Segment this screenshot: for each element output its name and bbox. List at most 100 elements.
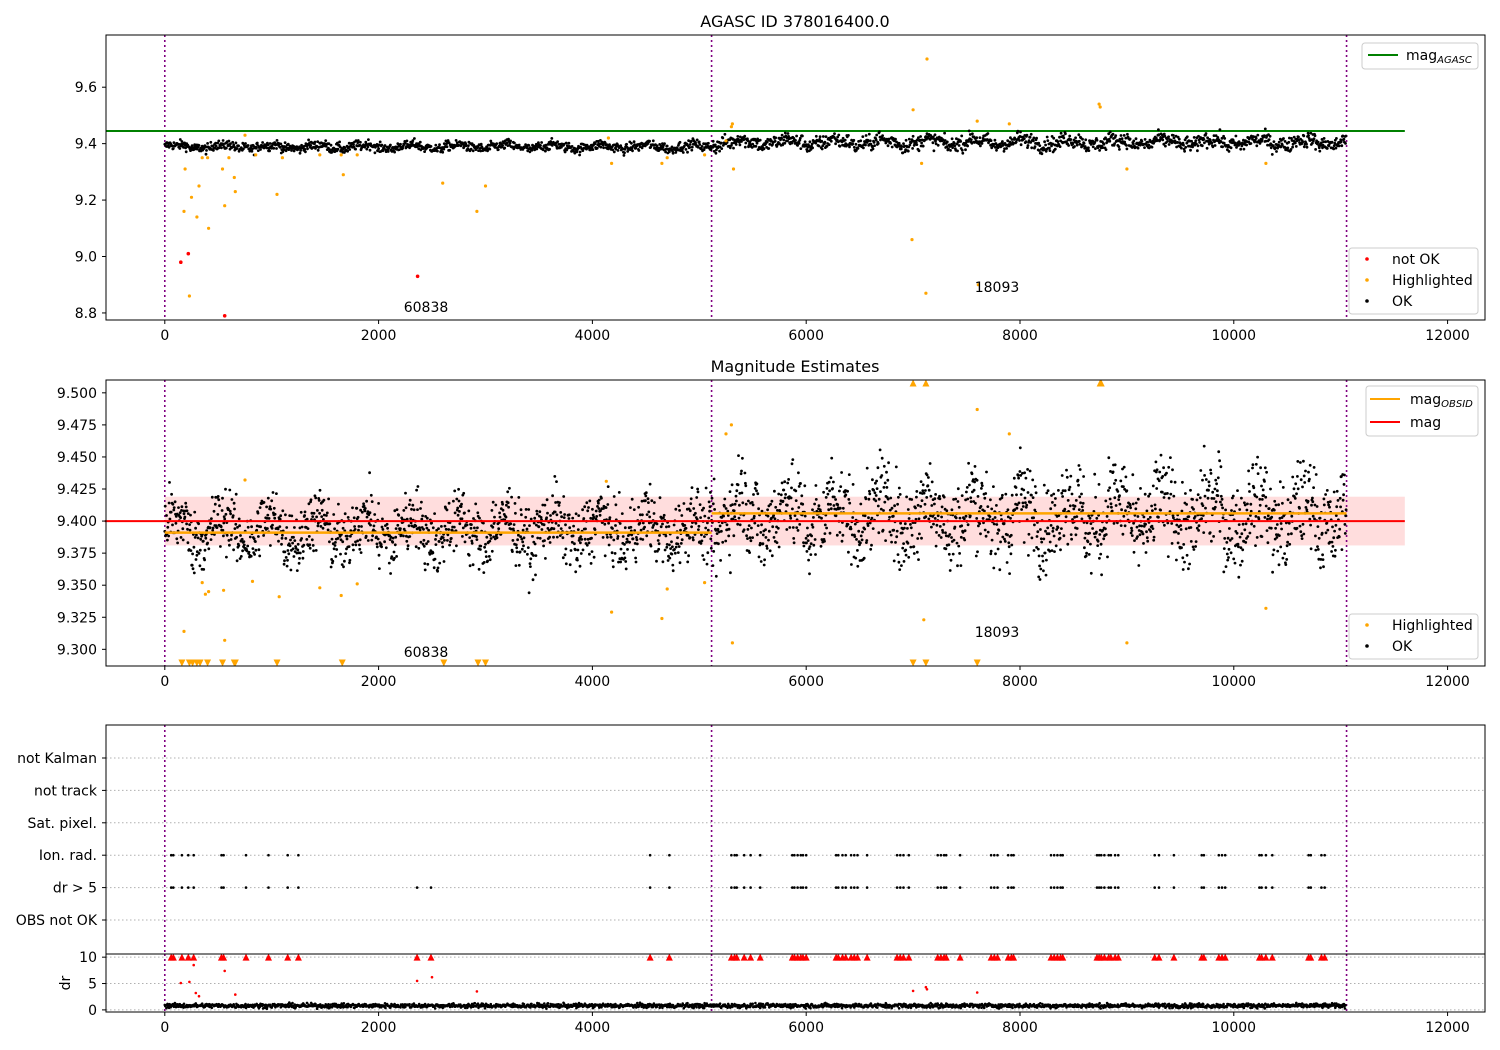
ok-point: [695, 138, 699, 142]
ok-point: [801, 502, 805, 506]
ok-point: [535, 147, 539, 151]
ok-point: [669, 547, 672, 550]
ok-point: [763, 558, 766, 562]
ok-point: [671, 563, 675, 567]
ok-point: [947, 552, 951, 556]
ok-point: [1068, 485, 1072, 489]
ok-point: [1191, 498, 1194, 501]
ok-point: [206, 142, 210, 145]
ok-point: [1048, 549, 1052, 553]
ok-point: [1272, 508, 1276, 512]
ok-point: [418, 140, 422, 144]
ok-point: [345, 537, 349, 541]
ok-point: [724, 507, 728, 510]
ok-point: [405, 539, 409, 543]
ok-point: [806, 534, 810, 538]
ok-point: [560, 515, 563, 519]
ok-point: [714, 574, 718, 578]
ok-point: [538, 510, 542, 514]
ok-point: [1080, 492, 1083, 496]
ok-point: [611, 565, 615, 569]
ok-point: [1184, 527, 1188, 531]
ok-point: [1147, 143, 1151, 147]
ok-point: [611, 148, 615, 152]
ok-point: [1082, 475, 1085, 478]
ok-point: [707, 141, 710, 145]
ok-point: [616, 537, 619, 540]
ok-point: [1051, 526, 1055, 530]
ok-point: [1042, 537, 1046, 541]
magnitude-panel-title: Magnitude Estimates: [711, 357, 880, 376]
ok-point: [552, 527, 556, 531]
ok-point: [1276, 549, 1280, 553]
ok-point: [609, 535, 613, 539]
ok-point: [938, 497, 942, 501]
ok-point: [1160, 490, 1164, 494]
ok-point: [707, 500, 711, 504]
ok-point: [1123, 487, 1126, 491]
ok-point: [600, 496, 603, 500]
ok-point: [750, 526, 753, 530]
ok-point: [222, 534, 225, 538]
ok-point: [216, 141, 220, 145]
ok-point: [711, 502, 715, 506]
ok-point: [411, 139, 415, 143]
ok-point: [368, 511, 372, 515]
ok-point: [1165, 471, 1168, 475]
ok-point: [559, 511, 563, 514]
ok-point: [525, 527, 529, 531]
ok-point: [1096, 544, 1100, 547]
ok-point: [441, 150, 445, 154]
ok-point: [251, 547, 255, 550]
ok-point: [297, 561, 301, 565]
ok-point: [702, 558, 706, 561]
ok-point: [389, 143, 392, 147]
ok-point: [613, 552, 617, 555]
ok-point: [1008, 140, 1012, 144]
ok-point: [228, 509, 232, 513]
ok-point: [467, 144, 470, 148]
ok-point: [1036, 547, 1040, 551]
ok-point: [299, 149, 302, 152]
ok-point: [220, 509, 224, 512]
x-tick-label: 6000: [788, 328, 824, 344]
ok-point: [1042, 483, 1046, 487]
ok-point: [809, 553, 813, 556]
ok-point: [594, 509, 598, 513]
ok-point: [898, 568, 902, 571]
ok-point: [1107, 489, 1110, 492]
ok-point: [193, 536, 197, 539]
ok-point: [762, 563, 766, 567]
ok-point: [751, 142, 755, 146]
ok-point: [888, 508, 892, 512]
ok-point: [320, 508, 324, 512]
ok-point: [1080, 517, 1084, 521]
ok-point: [911, 147, 914, 150]
ok-point: [708, 509, 711, 513]
ok-point: [573, 548, 577, 552]
ok-point: [1162, 466, 1165, 470]
ok-point: [1254, 136, 1258, 140]
ok-point: [1248, 490, 1251, 493]
ok-point: [335, 548, 339, 551]
ok-point: [1081, 137, 1084, 141]
ok-point: [1275, 523, 1279, 526]
ok-point: [1091, 145, 1095, 149]
ok-point: [792, 541, 796, 545]
ok-point: [912, 552, 916, 555]
ok-point: [795, 526, 799, 529]
ok-point: [1140, 139, 1144, 143]
highlighted-point: [355, 153, 359, 157]
ok-point: [430, 521, 433, 525]
ok-point: [788, 526, 792, 529]
ok-point: [449, 540, 452, 544]
ok-point: [897, 486, 901, 490]
ok-point: [824, 496, 828, 499]
ok-point: [358, 547, 362, 551]
ok-point: [853, 522, 857, 526]
ok-point: [417, 147, 421, 151]
ok-point: [1133, 539, 1136, 542]
ok-point: [671, 545, 674, 549]
ok-point: [1312, 486, 1315, 489]
ok-point: [256, 149, 260, 153]
